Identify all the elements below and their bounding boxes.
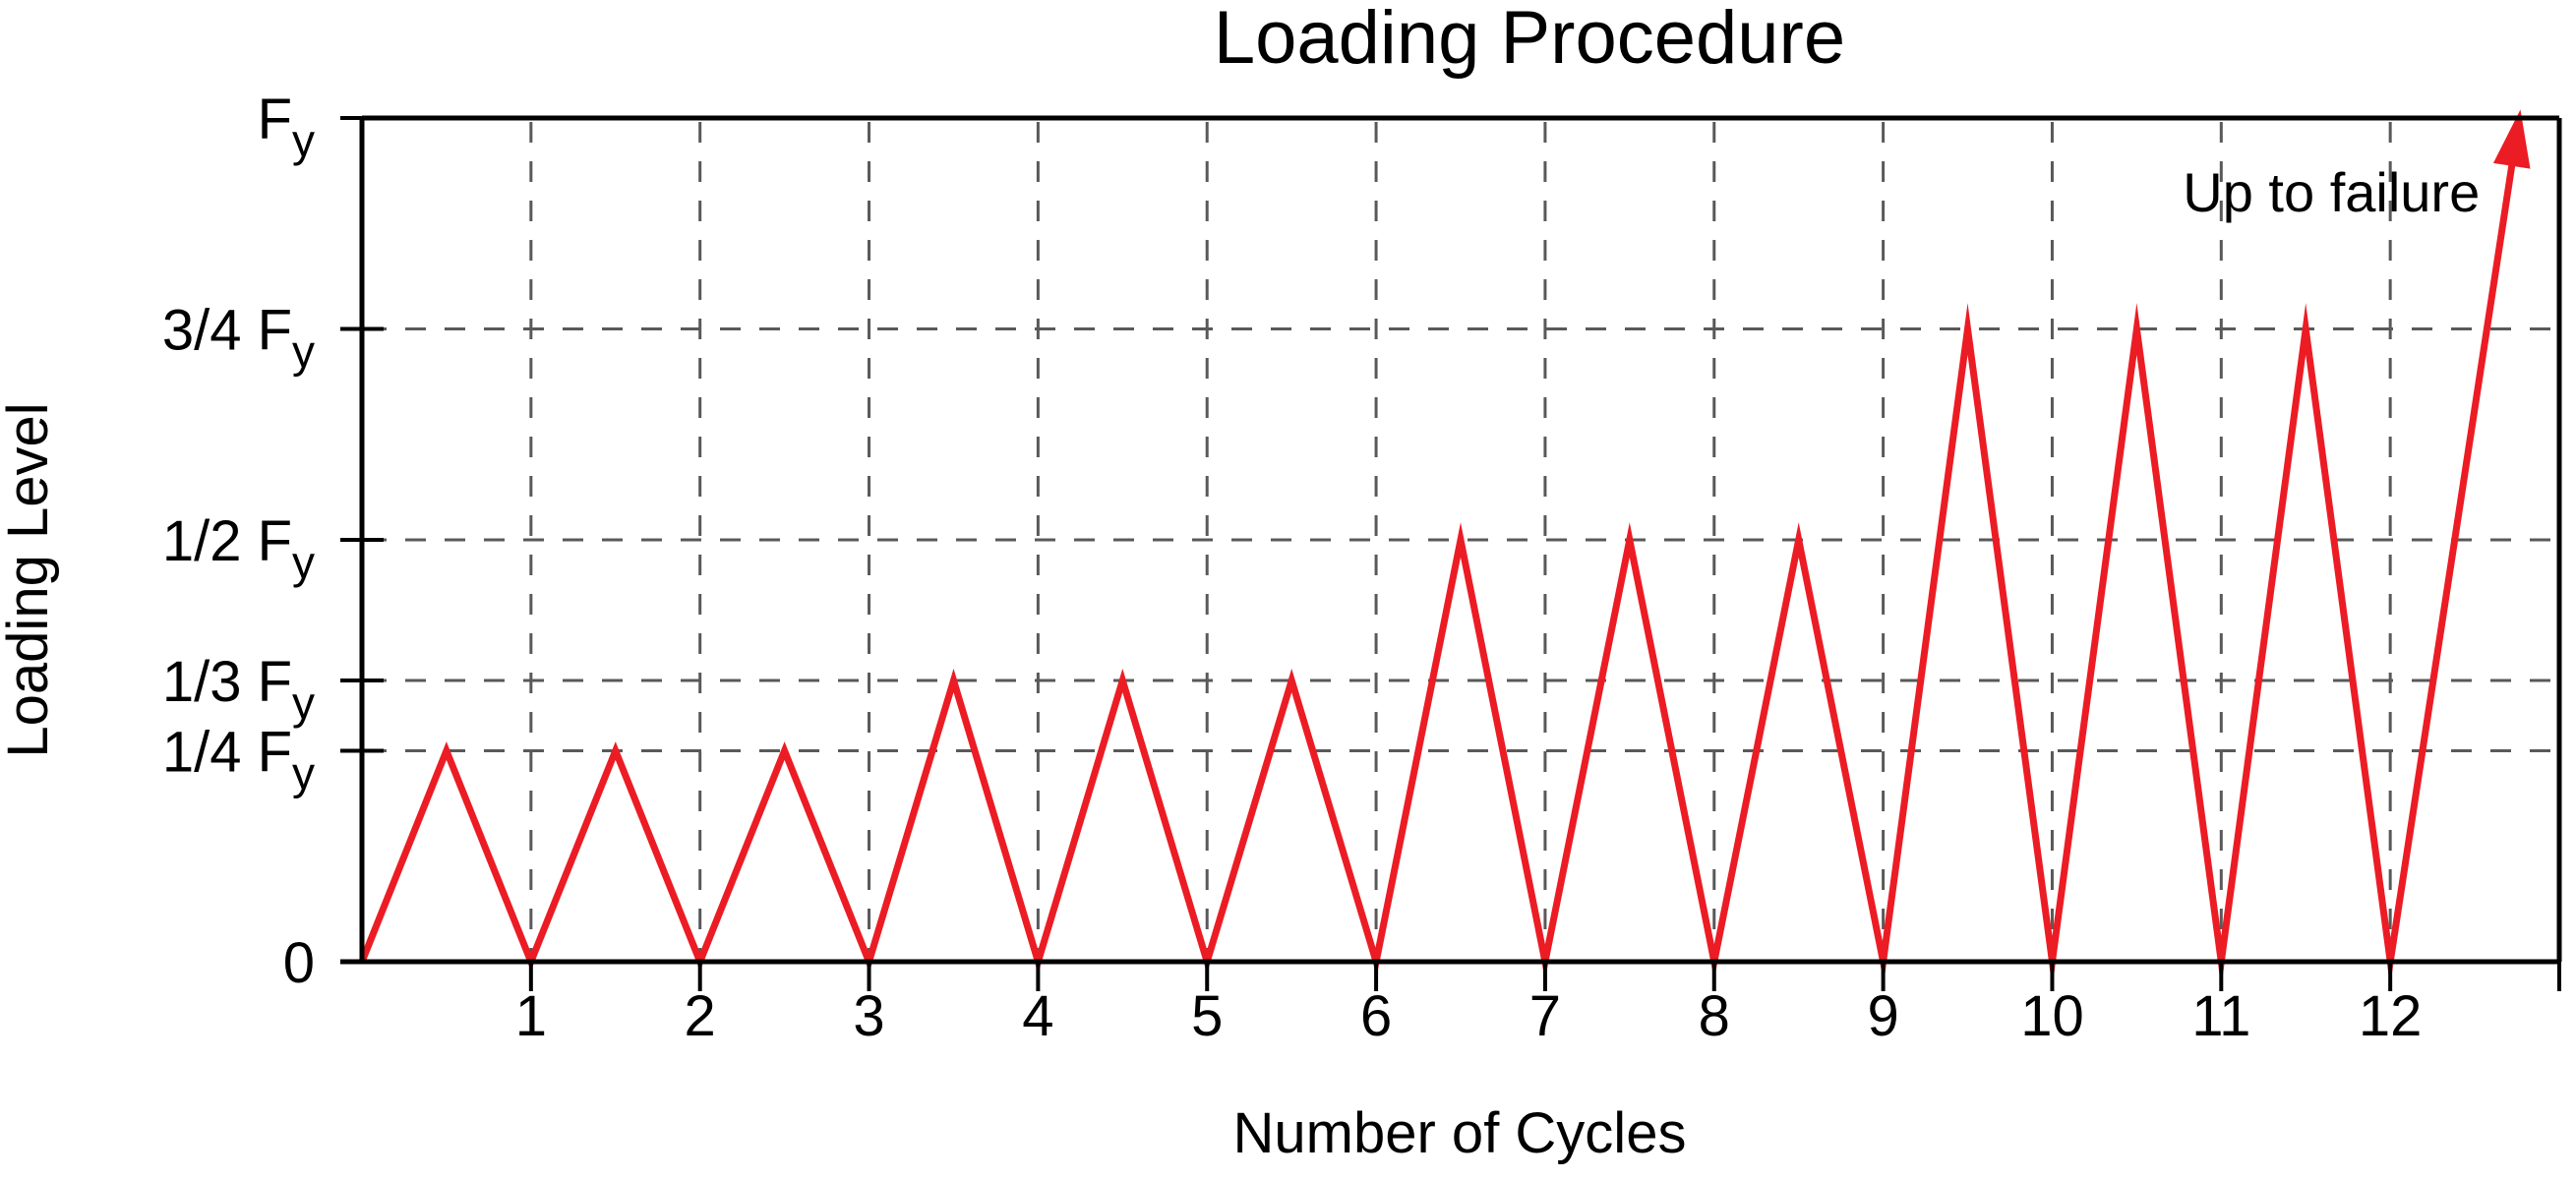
x-tick-label: 4 xyxy=(1022,984,1053,1048)
y-axis-label: Loading Level xyxy=(0,402,60,757)
x-tick-label: 5 xyxy=(1191,984,1223,1048)
chart-title: Loading Procedure xyxy=(1214,0,1845,80)
x-tick-label: 10 xyxy=(2020,984,2084,1048)
x-axis-label: Number of Cycles xyxy=(1233,1101,1687,1165)
y-tick-label: 1/2 Fy xyxy=(162,509,315,588)
y-tick-label: Fy xyxy=(258,88,315,166)
x-tick-label: 7 xyxy=(1529,984,1561,1048)
x-tick-label: 12 xyxy=(2359,984,2423,1048)
x-tick-label: 3 xyxy=(853,984,884,1048)
y-tick-label: 3/4 Fy xyxy=(162,299,315,378)
loading-curve xyxy=(358,155,2517,988)
x-tick-label: 1 xyxy=(515,984,547,1048)
y-tick-label: 1/4 Fy xyxy=(162,721,315,799)
y-tick-label: 0 xyxy=(283,931,315,995)
up-to-failure-annotation: Up to failure xyxy=(2183,161,2480,223)
x-tick-label: 2 xyxy=(685,984,716,1048)
x-tick-label: 11 xyxy=(2191,984,2250,1048)
y-tick-label: 1/3 Fy xyxy=(162,650,315,729)
x-tick-label: 6 xyxy=(1360,984,1392,1048)
failure-arrowhead xyxy=(2492,109,2531,169)
series-layer xyxy=(358,109,2531,988)
x-tick-label: 9 xyxy=(1867,984,1898,1048)
plot-border xyxy=(340,115,2562,965)
x-tick-label: 8 xyxy=(1699,984,1730,1048)
tick-layer xyxy=(340,116,2561,991)
